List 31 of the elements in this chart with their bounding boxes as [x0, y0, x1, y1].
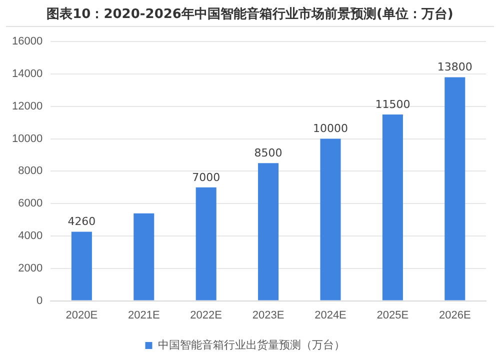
x-tick-label: 2024E — [314, 309, 346, 322]
bar — [196, 187, 216, 300]
bar — [134, 213, 154, 300]
chart-title: 图表10：2020-2026年中国智能音箱行业市场前景预测(单位：万台) — [6, 0, 494, 27]
bar — [320, 138, 341, 300]
y-tick-label: 16000 — [12, 36, 43, 48]
y-tick-label: 14000 — [12, 68, 43, 80]
x-tick-label: 2025E — [376, 309, 409, 322]
bar — [444, 77, 466, 300]
y-tick-label: 8000 — [18, 165, 43, 178]
bar — [258, 163, 279, 300]
data-label: 8500 — [254, 146, 282, 160]
x-tick-label: 2020E — [66, 309, 98, 322]
legend-label: 中国智能音箱行业出货量预测（万台） — [158, 338, 345, 352]
x-tick-label: 2021E — [128, 309, 160, 322]
data-label: 10000 — [312, 122, 348, 136]
y-tick-label: 6000 — [18, 198, 43, 210]
y-tick-label: 0 — [36, 294, 43, 307]
y-tick-label: 2000 — [18, 262, 43, 274]
data-label: 11500 — [375, 98, 410, 111]
data-label: 7000 — [192, 170, 220, 184]
bar — [382, 114, 403, 300]
data-label: 13800 — [437, 60, 472, 74]
x-tick-label: 2022E — [190, 309, 222, 322]
x-tick-label: 2026E — [438, 309, 471, 322]
x-tick-label: 2023E — [252, 309, 284, 322]
bar — [71, 232, 92, 300]
y-tick-label: 4000 — [18, 230, 43, 242]
y-tick-label: 10000 — [12, 132, 43, 145]
data-label: 4260 — [68, 215, 96, 228]
y-tick-label: 12000 — [12, 100, 43, 112]
